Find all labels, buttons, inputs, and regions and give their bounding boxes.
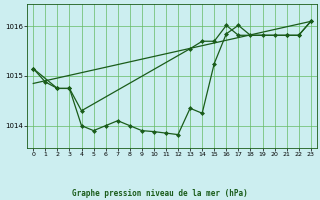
Text: Graphe pression niveau de la mer (hPa): Graphe pression niveau de la mer (hPa) [72,189,248,198]
